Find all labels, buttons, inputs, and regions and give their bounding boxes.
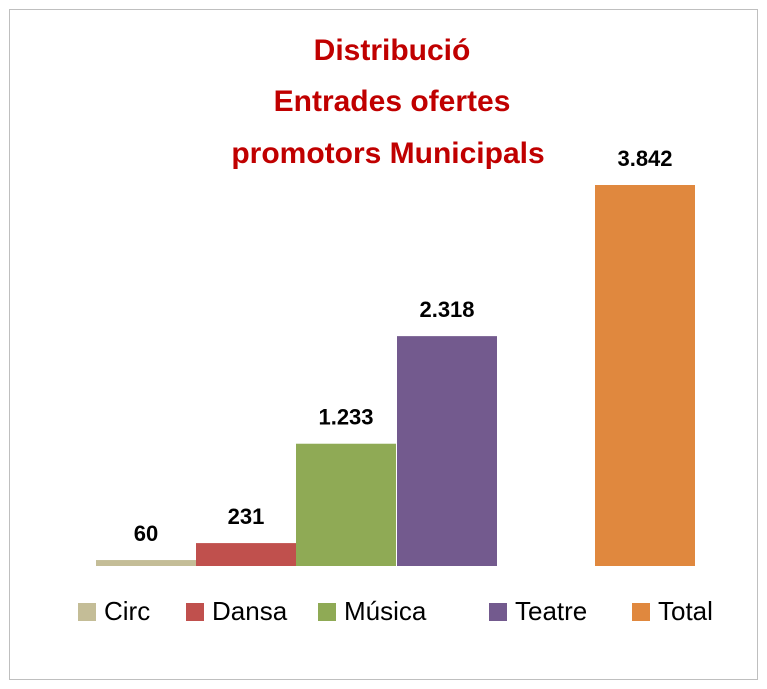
chart-title: Entrades ofertes — [274, 85, 511, 118]
legend-label: Música — [344, 596, 427, 626]
chart-title: promotors Municipals — [231, 137, 544, 170]
legend-swatch — [632, 603, 650, 621]
data-label: 1.233 — [318, 405, 373, 430]
legend-label: Dansa — [212, 596, 288, 626]
legend-swatch — [489, 603, 507, 621]
bar — [296, 443, 396, 566]
data-label: 60 — [134, 521, 158, 546]
bar — [397, 336, 497, 566]
bar — [595, 185, 695, 566]
bar — [196, 543, 296, 566]
data-label: 231 — [228, 504, 265, 529]
legend-swatch — [186, 603, 204, 621]
data-label: 2.318 — [419, 297, 474, 322]
legend-label: Teatre — [515, 596, 587, 626]
bar — [96, 560, 196, 566]
legend-swatch — [318, 603, 336, 621]
chart-title: Distribució — [314, 34, 471, 67]
legend-label: Total — [658, 596, 713, 626]
data-label: 3.842 — [617, 146, 672, 171]
legend-swatch — [78, 603, 96, 621]
legend-label: Circ — [104, 596, 150, 626]
